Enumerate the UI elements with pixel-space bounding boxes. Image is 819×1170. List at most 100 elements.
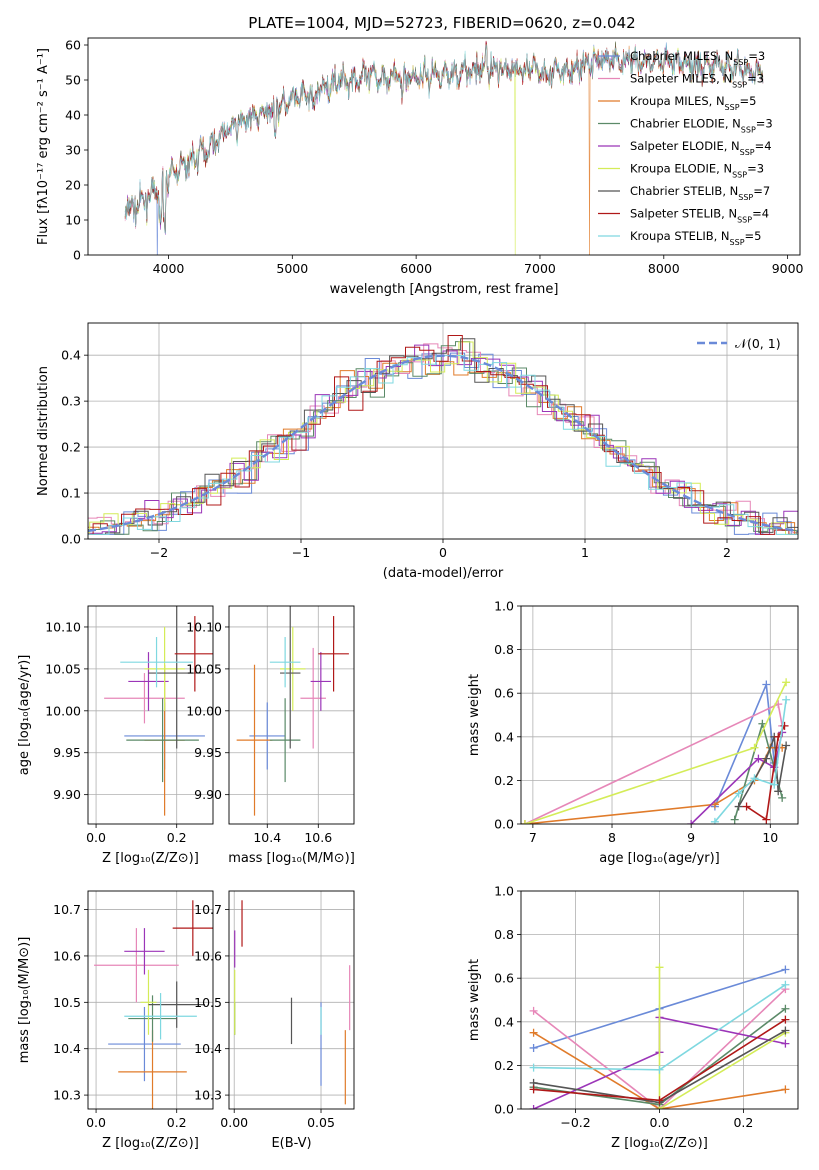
weight-marker [762, 815, 771, 824]
y-tick-label: 10.10 [45, 619, 81, 634]
x-axis-label: Z [log₁₀(Z/Z⊙)] [611, 1136, 708, 1151]
y-tick-label: 0.1 [61, 486, 81, 501]
histogram-7 [88, 335, 798, 535]
axes-frame [228, 890, 355, 1110]
x-tick-label: 1 [581, 545, 589, 560]
weight-marker [781, 965, 790, 974]
errorbar-point-1 [300, 647, 326, 749]
weight-marker [521, 820, 529, 824]
panel-age_vs_mass: 10.4 10.6 9.90 9.95 10.00 10.05 10.10 mass [log… [186, 605, 355, 866]
x-tick-label: 10.6 [304, 830, 332, 845]
y-tick-label: 10.3 [194, 1088, 222, 1103]
y-tick-label: 0.4 [494, 1014, 514, 1029]
x-tick-label: 6000 [400, 261, 432, 276]
errorbar-point-7 [318, 616, 349, 692]
y-tick-label: 1.0 [494, 599, 514, 614]
errorbar-point-5 [144, 626, 185, 711]
errorbar-point-3 [128, 995, 177, 1042]
y-tick-label: 0.2 [494, 1058, 514, 1073]
weight-marker [655, 1065, 664, 1074]
plot-area [124, 40, 764, 255]
errorbar-point-8 [124, 993, 197, 1040]
axes-frame [228, 605, 355, 825]
weight-marker [529, 1006, 538, 1015]
reference-legend-label: 𝒩(0, 1) [735, 336, 781, 351]
y-axis-label: age [log₁₀(age/yr)] [17, 655, 32, 776]
legend-label-3: Chabrier ELODIE, NSSP=3 [630, 117, 773, 135]
weight-marker [782, 695, 791, 704]
y-tick-label: 20 [65, 178, 81, 193]
weight-marker [529, 1028, 538, 1037]
weight-marker [781, 1039, 790, 1048]
x-tick-label: 7 [529, 830, 537, 845]
y-tick-label: 9.95 [194, 745, 222, 760]
axes-frame [520, 890, 799, 1110]
y-tick-label: 60 [65, 38, 81, 53]
panel-age_vs_Z: 0.0 0.2 9.90 9.95 10.00 10.05 10.10 Z [log₁₀(Z/… [17, 605, 214, 866]
x-tick-label: 8 [608, 830, 616, 845]
x-axis-label: age [log₁₀(age/yr)] [599, 851, 720, 866]
x-tick-label: −1 [292, 545, 310, 560]
errorbar-point-2 [118, 1030, 187, 1109]
histogram-4 [88, 344, 798, 535]
x-tick-label: 7000 [524, 261, 556, 276]
weight-marker [782, 741, 791, 750]
y-tick-label: 10.00 [186, 703, 222, 718]
errorbar-point-3 [126, 698, 199, 783]
errorbar-point-3 [269, 698, 301, 783]
x-tick-label: 0.2 [733, 1115, 753, 1130]
y-tick-label: 10.6 [53, 948, 81, 963]
axes-frame [520, 605, 799, 825]
y-axis-label: mass weight [467, 674, 482, 756]
errorbar-point-0 [249, 702, 286, 770]
x-tick-label: 2 [723, 545, 731, 560]
y-tick-label: 30 [65, 143, 81, 158]
errorbar-point-5 [140, 969, 157, 1035]
y-tick-label: 9.90 [194, 787, 222, 802]
y-tick-label: 0.8 [494, 642, 514, 657]
x-tick-label: 9000 [772, 261, 804, 276]
y-tick-label: 10.05 [186, 661, 222, 676]
y-axis-label: Flux [fλ10⁻¹⁷ erg cm⁻² s⁻¹ A⁻¹] [36, 48, 51, 245]
weight-marker [758, 719, 767, 728]
y-tick-label: 0.4 [494, 729, 514, 744]
y-tick-label: 10.7 [53, 902, 81, 917]
x-tick-label: 10 [762, 830, 778, 845]
weight-marker [687, 820, 696, 824]
errorbar-point-4 [124, 928, 165, 975]
y-tick-label: 10.10 [186, 619, 222, 634]
panel-massweight_vs_Z: −0.2 0.0 0.2 0.0 0.2 0.4 0.6 0.8 1.0 Z [log₁₀(Z/Z… [467, 884, 799, 1151]
plot-area [521, 678, 791, 824]
panel-residuals: −2 −1 0 1 2 0.0 0.1 0.2 0.3 0.4 (data-model)/error… [36, 322, 799, 581]
legend-label-0: Chabrier MILES, NSSP=3 [630, 49, 765, 67]
weight-marker [730, 815, 739, 824]
plot-area [94, 900, 213, 1109]
legend-label-6: Chabrier STELIB, NSSP=7 [630, 184, 770, 202]
y-tick-label: 10.6 [194, 948, 222, 963]
x-tick-label: 0.2 [167, 1115, 187, 1130]
y-tick-label: 10.3 [53, 1088, 81, 1103]
x-axis-label: Z [log₁₀(Z/Z⊙)] [102, 851, 199, 866]
normal-reference-curve [88, 354, 798, 533]
y-tick-label: 9.95 [53, 745, 81, 760]
weight-line-1 [533, 988, 786, 1109]
y-tick-label: 0.6 [494, 686, 514, 701]
panel-mass_vs_Z: 0.0 0.2 10.3 10.4 10.5 10.6 10.7 Z [log₁₀(Z/Z⊙)… [17, 890, 214, 1151]
y-tick-label: 10.5 [53, 995, 81, 1010]
y-tick-label: 0.0 [494, 817, 514, 832]
x-axis-label: mass [log₁₀(M/M⊙)] [228, 851, 355, 866]
histogram-6 [88, 338, 798, 535]
x-tick-label: 9 [687, 830, 695, 845]
errorbar-point-7 [174, 616, 213, 692]
plot-area [529, 963, 790, 1109]
x-tick-label: −2 [150, 545, 168, 560]
weight-marker [754, 754, 763, 763]
weight-marker [781, 1004, 790, 1013]
plot-area [88, 335, 798, 535]
y-tick-label: 0.2 [61, 440, 81, 455]
weight-marker [778, 793, 787, 802]
plot-area [104, 606, 213, 816]
weight-marker [762, 754, 771, 763]
weight-marker [782, 678, 791, 687]
